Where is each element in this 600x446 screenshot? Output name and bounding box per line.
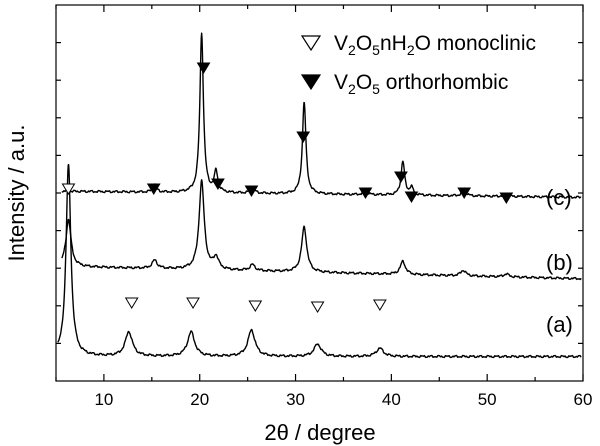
xrd-curve-a: [57, 163, 582, 359]
x-tick-label: 10: [94, 390, 113, 409]
monoclinic-peak-marker: [186, 297, 200, 309]
legend-subscript: 2: [348, 81, 356, 97]
tick-group: 10 20 30 40 50 60: [55, 5, 593, 409]
orthorhombic-peak-marker: [196, 62, 211, 74]
x-tick-label: 50: [478, 390, 497, 409]
xrd-curve-c: [61, 32, 582, 199]
monoclinic-peak-marker: [248, 300, 263, 312]
legend-subscript: 5: [372, 42, 380, 58]
xrd-curve-b: [61, 179, 582, 281]
x-tick-label: 60: [574, 390, 593, 409]
x-tick-label: 30: [286, 390, 305, 409]
monoclinic-peak-marker: [124, 297, 139, 309]
legend-text: O monoclinic: [415, 32, 536, 55]
monoclinic-peak-marker: [372, 299, 387, 311]
monoclinic-peak-marker: [310, 301, 325, 313]
legend-text: V: [334, 71, 348, 94]
curve-group: [57, 32, 582, 359]
x-axis-label: 2θ / degree: [264, 420, 375, 445]
orthorhombic-peak-marker: [296, 131, 311, 143]
legend-subscript: 5: [372, 81, 380, 97]
orthorhombic-peak-marker: [394, 171, 408, 183]
legend-text: O: [356, 71, 372, 94]
label-group: (a) (b) (c): [546, 185, 573, 337]
orthorhombic-peak-marker: [146, 183, 161, 195]
orthorhombic-peak-marker: [244, 185, 259, 197]
legend-label-2: V2O5 orthorhombic: [334, 71, 508, 97]
legend-open-triangle-icon: [300, 35, 322, 52]
legend-text: O: [356, 32, 372, 55]
y-axis-label: Intensity / a.u.: [4, 125, 29, 262]
legend-text: V: [334, 32, 348, 55]
marker-group: [61, 62, 514, 313]
legend-filled-triangle-icon: [300, 74, 322, 91]
curve-label-a: (a): [546, 312, 573, 337]
x-tick-label: 20: [190, 390, 209, 409]
legend-text: orthorhombic: [380, 71, 508, 94]
legend-label-1: V2O5nH2O monoclinic: [334, 32, 536, 58]
legend-subscript: 2: [407, 42, 415, 58]
legend-subscript: 2: [348, 42, 356, 58]
x-tick-label: 40: [382, 390, 401, 409]
legend-text: nH: [380, 32, 407, 55]
orthorhombic-peak-marker: [499, 192, 514, 204]
curve-label-b: (b): [546, 250, 573, 275]
curve-label-c: (c): [546, 185, 572, 210]
monoclinic-peak-marker: [61, 183, 76, 195]
orthorhombic-peak-marker: [457, 187, 472, 199]
orthorhombic-peak-marker: [404, 191, 419, 203]
orthorhombic-peak-marker: [358, 187, 373, 199]
orthorhombic-peak-marker: [211, 178, 225, 190]
